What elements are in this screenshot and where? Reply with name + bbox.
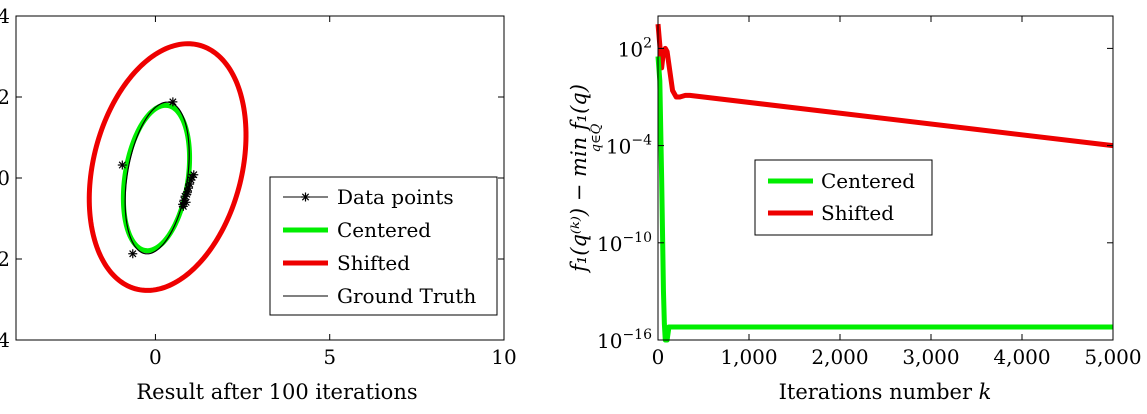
data-point-marker: [168, 97, 178, 107]
right-x-tick-label: 0: [652, 345, 665, 369]
legend-shifted-label-right: Shifted: [821, 201, 894, 225]
left-data-points: [117, 97, 199, 259]
legend-groundtruth-label: Ground Truth: [337, 284, 476, 308]
right-axes-frame: [657, 15, 1114, 341]
right-x-tick-label: 4,000: [993, 345, 1050, 369]
legend-datapoints-marker: [301, 192, 310, 202]
left-y-tick-label: 4: [0, 4, 10, 28]
legend-datapoints-label: Data points: [337, 185, 454, 209]
right-y-tick-label: 10−10: [597, 230, 652, 256]
data-point-marker: [128, 249, 138, 259]
left-y-tick-label: −2: [0, 247, 10, 271]
right-x-tick-label: 3,000: [902, 345, 959, 369]
right-ylabel: f₁(q⁽ᵏ⁾) − min f₁(q) q∈Q: [567, 84, 604, 274]
right-x-tick-label: 5,000: [1084, 345, 1141, 369]
right-curve-shifted: [655, 23, 1114, 149]
right-legend: Centered Shifted: [754, 159, 933, 236]
right-xlabel-var: k: [979, 380, 992, 404]
data-point-marker: [182, 189, 192, 199]
legend-centered-label: Centered: [337, 218, 431, 242]
right-xlabel: Iterations number k: [779, 380, 992, 404]
right-ticks: 0 1,000 2,000 3,000 4,000 5,000 102 10−4 10−10 10…: [597, 16, 1142, 369]
data-point-marker: [189, 170, 199, 180]
right-y-tick-label: 10−4: [606, 133, 652, 159]
data-point-marker: [117, 160, 127, 170]
right-y-tick-label: 102: [618, 35, 652, 61]
left-curves: [86, 41, 249, 293]
legend-centered-label-right: Centered: [821, 169, 915, 193]
right-x-tick-label: 1,000: [720, 345, 777, 369]
left-caption: Result after 100 iterations: [136, 380, 417, 404]
left-y-tick-label: −4: [0, 328, 10, 352]
left-y-tick-label: 2: [0, 85, 10, 109]
left-x-tick-label: 0: [149, 345, 162, 369]
right-y-tick-label: 10−16: [597, 327, 652, 353]
left-curve-shifted: [86, 41, 249, 293]
right-xlabel-text: Iterations number: [779, 380, 979, 404]
left-legend: Data points Centered Shifted Ground Trut…: [269, 176, 498, 316]
left-x-tick-label: 5: [323, 345, 336, 369]
legend-shifted-label: Shifted: [337, 251, 410, 275]
left-x-tick-label: 10: [491, 345, 516, 369]
data-point-marker: [178, 201, 188, 211]
left-y-tick-label: 0: [0, 166, 10, 190]
left-curve-centered: [120, 102, 193, 254]
right-ylabel-text: f₁(q⁽ᵏ⁾) − min f₁(q): [567, 84, 591, 274]
right-chart: 0 1,000 2,000 3,000 4,000 5,000 102 10−4 10−10 10…: [567, 15, 1142, 404]
right-ylabel-subscript: q∈Q: [589, 123, 604, 152]
right-legend-box: [754, 159, 933, 236]
left-curve-ground-truth: [124, 101, 190, 255]
left-ticks: 0 5 10 4 2 0 −2 −4: [0, 4, 517, 369]
right-x-tick-label: 2,000: [811, 345, 868, 369]
